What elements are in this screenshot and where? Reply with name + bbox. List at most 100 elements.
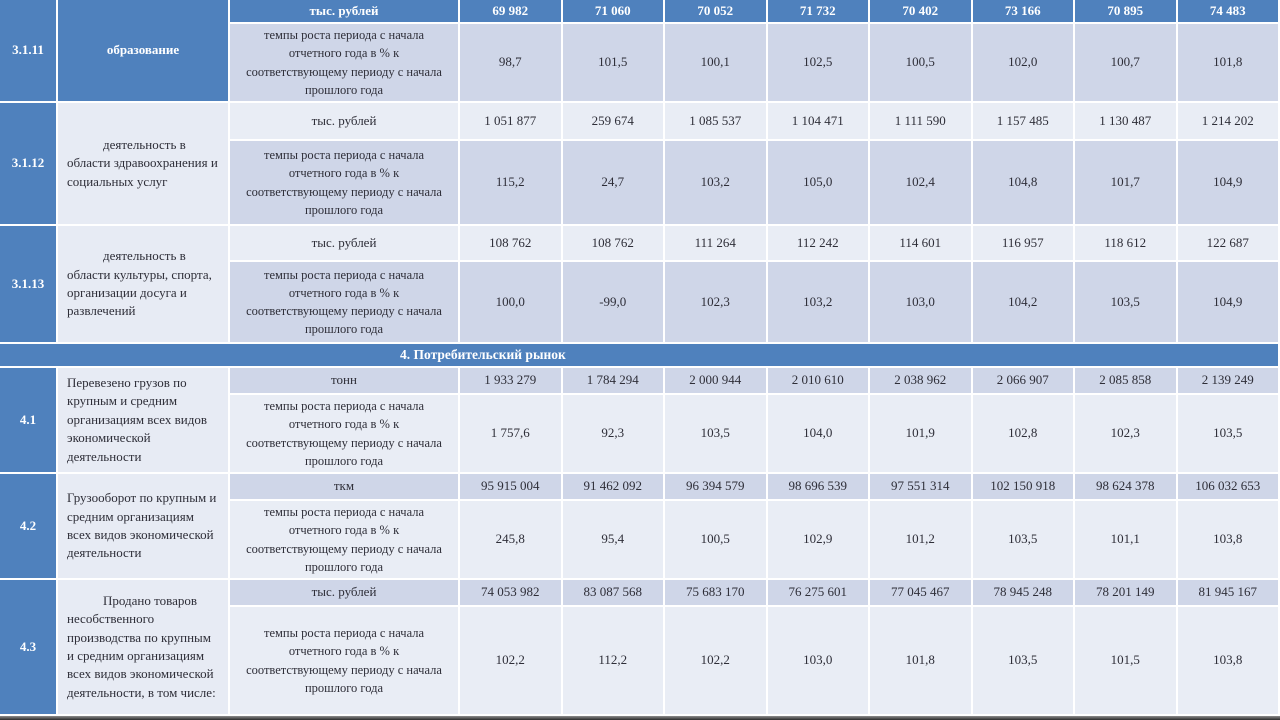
rate-cell: 98,7 bbox=[460, 24, 563, 103]
row-number: 4.2 bbox=[0, 474, 58, 580]
value-cell: 1 157 485 bbox=[972, 103, 1075, 141]
rate-cell: 100,1 bbox=[665, 24, 768, 103]
rate-cell: 103,0 bbox=[767, 607, 870, 716]
value-cell: 112 242 bbox=[767, 226, 870, 262]
rate-cell: 103,5 bbox=[972, 501, 1075, 580]
value-cell: 71 732 bbox=[767, 0, 870, 24]
rate-cell: 245,8 bbox=[460, 501, 563, 580]
rate-cell: 103,0 bbox=[870, 262, 973, 344]
value-cell: 2 139 249 bbox=[1177, 368, 1280, 395]
value-cell: 78 201 149 bbox=[1075, 580, 1178, 607]
rate-cell: 101,2 bbox=[870, 501, 973, 580]
rate-label-cell: темпы роста периода с начала отчетного г… bbox=[230, 607, 460, 716]
value-cell: 71 060 bbox=[562, 0, 665, 24]
rate-cell: 103,5 bbox=[1075, 262, 1178, 344]
rate-cell: 102,5 bbox=[767, 24, 870, 103]
unit-cell: тыс. рублей bbox=[230, 0, 460, 24]
value-cell: 1 214 202 bbox=[1177, 103, 1280, 141]
rate-label-cell: темпы роста периода с начала отчетного г… bbox=[230, 24, 460, 103]
rate-cell: 102,0 bbox=[972, 24, 1075, 103]
rate-cell: 115,2 bbox=[460, 141, 563, 226]
row-label: Продано товаров несобственного производс… bbox=[58, 580, 230, 716]
value-cell: 73 166 bbox=[972, 0, 1075, 24]
value-cell: 1 051 877 bbox=[460, 103, 563, 141]
value-cell: 1 784 294 bbox=[562, 368, 665, 395]
value-cell: 69 982 bbox=[460, 0, 563, 24]
rate-cell: 101,8 bbox=[1177, 24, 1280, 103]
rate-cell: 104,9 bbox=[1177, 262, 1280, 344]
rate-cell: 102,4 bbox=[870, 141, 973, 226]
value-cell: 108 762 bbox=[460, 226, 563, 262]
rate-cell: 102,2 bbox=[460, 607, 563, 716]
rate-cell: 103,5 bbox=[665, 395, 768, 474]
rate-cell: 102,3 bbox=[665, 262, 768, 344]
row-label: Перевезено грузов по крупным и средним о… bbox=[58, 368, 230, 474]
value-cell: 77 045 467 bbox=[870, 580, 973, 607]
value-cell: 2 038 962 bbox=[870, 368, 973, 395]
rate-cell: 102,8 bbox=[972, 395, 1075, 474]
row-number: 3.1.11 bbox=[0, 0, 58, 103]
value-cell: 74 053 982 bbox=[460, 580, 563, 607]
value-cell: 2 066 907 bbox=[972, 368, 1075, 395]
value-cell: 2 085 858 bbox=[1075, 368, 1178, 395]
value-cell: 95 915 004 bbox=[460, 474, 563, 501]
row-number: 3.1.13 bbox=[0, 226, 58, 344]
unit-cell: ткм bbox=[230, 474, 460, 501]
rate-cell: 101,5 bbox=[1075, 607, 1178, 716]
value-cell: 122 687 bbox=[1177, 226, 1280, 262]
rate-cell: 102,2 bbox=[665, 607, 768, 716]
unit-cell: тыс. рублей bbox=[230, 580, 460, 607]
value-cell: 96 394 579 bbox=[665, 474, 768, 501]
value-cell: 111 264 bbox=[665, 226, 768, 262]
rate-cell: 102,9 bbox=[767, 501, 870, 580]
unit-cell: тыс. рублей bbox=[230, 226, 460, 262]
unit-cell: тонн bbox=[230, 368, 460, 395]
row-label: деятельность в области здравоохранения и… bbox=[58, 103, 230, 226]
rate-cell: 102,3 bbox=[1075, 395, 1178, 474]
rate-label-cell: темпы роста периода с начала отчетного г… bbox=[230, 501, 460, 580]
value-cell: 1 130 487 bbox=[1075, 103, 1178, 141]
value-cell: 98 624 378 bbox=[1075, 474, 1178, 501]
rate-label-cell: темпы роста периода с начала отчетного г… bbox=[230, 262, 460, 344]
rate-cell: 103,2 bbox=[767, 262, 870, 344]
rate-cell: 1 757,6 bbox=[460, 395, 563, 474]
value-cell: 118 612 bbox=[1075, 226, 1178, 262]
rate-cell: 100,7 bbox=[1075, 24, 1178, 103]
value-cell: 98 696 539 bbox=[767, 474, 870, 501]
rate-cell: 101,5 bbox=[562, 24, 665, 103]
value-cell: 108 762 bbox=[562, 226, 665, 262]
value-cell: 74 483 bbox=[1177, 0, 1280, 24]
value-cell: 78 945 248 bbox=[972, 580, 1075, 607]
value-cell: 106 032 653 bbox=[1177, 474, 1280, 501]
value-cell: 116 957 bbox=[972, 226, 1075, 262]
rate-cell: -99,0 bbox=[562, 262, 665, 344]
rate-cell: 104,0 bbox=[767, 395, 870, 474]
rate-cell: 92,3 bbox=[562, 395, 665, 474]
value-cell: 1 104 471 bbox=[767, 103, 870, 141]
rate-label-cell: темпы роста периода с начала отчетного г… bbox=[230, 141, 460, 226]
rate-cell: 100,5 bbox=[665, 501, 768, 580]
rate-cell: 103,8 bbox=[1177, 501, 1280, 580]
rate-cell: 104,8 bbox=[972, 141, 1075, 226]
rate-cell: 104,9 bbox=[1177, 141, 1280, 226]
rate-cell: 103,5 bbox=[1177, 395, 1280, 474]
value-cell: 91 462 092 bbox=[562, 474, 665, 501]
rate-cell: 112,2 bbox=[562, 607, 665, 716]
value-cell: 76 275 601 bbox=[767, 580, 870, 607]
value-cell: 83 087 568 bbox=[562, 580, 665, 607]
value-cell: 97 551 314 bbox=[870, 474, 973, 501]
rate-label-cell: темпы роста периода с начала отчетного г… bbox=[230, 395, 460, 474]
rate-cell: 103,2 bbox=[665, 141, 768, 226]
slide-bottom-shadow bbox=[0, 716, 1280, 720]
value-cell: 102 150 918 bbox=[972, 474, 1075, 501]
rate-cell: 103,8 bbox=[1177, 607, 1280, 716]
rate-cell: 103,5 bbox=[972, 607, 1075, 716]
row-number: 3.1.12 bbox=[0, 103, 58, 226]
row-label: деятельность в области культуры, спорта,… bbox=[58, 226, 230, 344]
value-cell: 1 085 537 bbox=[665, 103, 768, 141]
rate-cell: 104,2 bbox=[972, 262, 1075, 344]
value-cell: 70 895 bbox=[1075, 0, 1178, 24]
rate-cell: 100,0 bbox=[460, 262, 563, 344]
